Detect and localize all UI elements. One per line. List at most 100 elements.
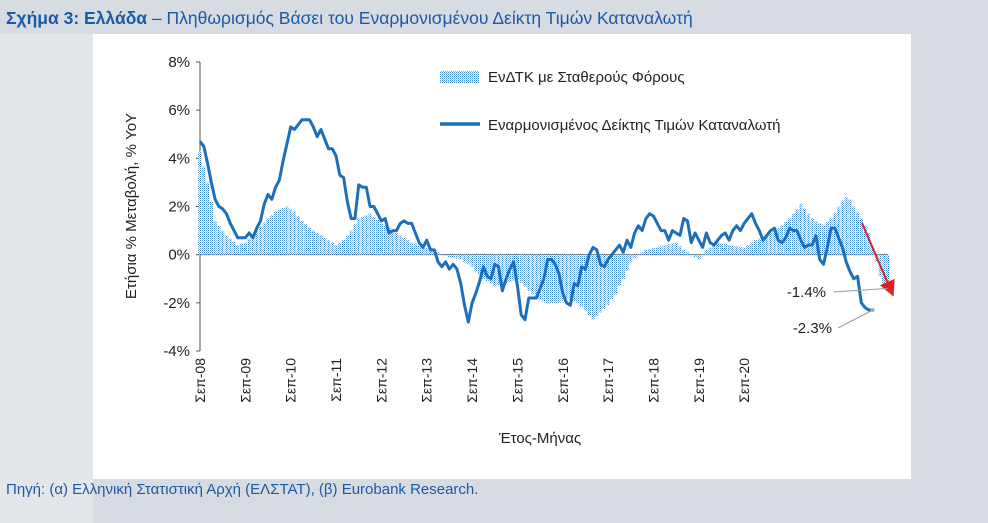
bar (636, 254, 640, 256)
bar (712, 245, 716, 255)
bar (391, 230, 395, 255)
bar (821, 225, 826, 255)
chart-axes: -4% -2% 0% 2% 4% 6% 8% Σεπ-08 Σεπ-09 Σεπ-10 Σεπ-11… (123, 54, 888, 447)
bar (859, 218, 863, 255)
bar (345, 235, 349, 255)
bar (697, 254, 701, 260)
bar (447, 254, 452, 258)
bar (742, 247, 746, 255)
bar (402, 237, 406, 255)
bar (357, 218, 361, 255)
bar (546, 254, 550, 303)
bar (549, 254, 554, 303)
bar (515, 254, 520, 279)
x-tick-label: Σεπ-12 (373, 358, 389, 403)
x-tick-label: Σεπ-13 (419, 358, 435, 403)
bar (716, 242, 720, 255)
bar (372, 216, 376, 255)
bar (651, 248, 656, 255)
y-axis-title: Ετήσια % Μεταβολή, % YoY (123, 113, 140, 299)
bar (561, 254, 565, 301)
bar (228, 238, 232, 255)
bar (334, 245, 338, 255)
y-tick-label: 4% (168, 150, 190, 167)
bar (852, 206, 856, 255)
bar (202, 166, 206, 255)
bar (587, 254, 591, 315)
bar (273, 211, 278, 255)
bar (266, 218, 270, 255)
bar (470, 254, 474, 267)
y-tick-label: -4% (163, 343, 190, 360)
bar (217, 225, 221, 255)
bar (886, 254, 890, 289)
bar (606, 254, 610, 306)
legend-label: Εναρμονισμένος Δείκτης Τιμών Καταναλωτή (488, 117, 781, 134)
bar (376, 220, 380, 255)
bar (523, 254, 527, 287)
bar (262, 222, 266, 255)
x-tick-label: Σεπ-08 (192, 358, 208, 403)
bar (504, 254, 508, 284)
bar (221, 230, 225, 255)
legend: ΕνΔΤΚ με Σταθερούς Φόρους Εναρμονισμένος … (440, 69, 781, 134)
bar (251, 234, 255, 255)
annotations: -1.4% -2.3% (787, 222, 895, 337)
bar (304, 224, 308, 255)
bar (459, 254, 463, 260)
bar (632, 254, 637, 259)
bar (614, 254, 618, 294)
bar (719, 243, 724, 255)
background-strip (0, 34, 93, 523)
bar (255, 230, 259, 255)
x-tick-label: Σεπ-18 (645, 358, 661, 403)
bar (855, 212, 860, 255)
bar (810, 218, 814, 255)
bar (311, 230, 315, 255)
x-tick-label: Σεπ-16 (555, 358, 571, 403)
bar (750, 242, 754, 255)
bar (349, 230, 353, 255)
bar (281, 208, 285, 255)
bar (466, 254, 470, 265)
bar (568, 254, 572, 300)
y-tick-label: 2% (168, 199, 190, 216)
bar (232, 241, 236, 255)
callout-line (833, 287, 888, 293)
bar (610, 254, 614, 300)
bar (258, 226, 263, 255)
bar (364, 215, 368, 255)
bar (289, 208, 293, 255)
bar (213, 220, 217, 255)
bar (803, 208, 807, 255)
bar (428, 249, 433, 255)
bar (753, 240, 758, 255)
bar (640, 252, 644, 255)
bar (659, 246, 663, 255)
bar (285, 206, 289, 255)
bar (406, 240, 410, 255)
bar (674, 242, 678, 255)
bar (413, 244, 418, 255)
bar (765, 235, 769, 255)
bar (236, 245, 240, 255)
bar (519, 254, 523, 283)
bar (867, 232, 871, 255)
bar (307, 227, 312, 255)
bar (319, 235, 323, 255)
bar (625, 254, 629, 271)
bar (580, 254, 584, 307)
bar (296, 216, 300, 255)
bar (530, 254, 535, 295)
bar (270, 214, 274, 255)
figure-title-bold: Σχήμα 3: Ελλάδα (6, 8, 148, 28)
bar (666, 244, 671, 255)
bar (198, 151, 202, 255)
bar (598, 254, 603, 313)
bar (353, 224, 357, 255)
bar (731, 245, 735, 255)
x-tick-label: Σεπ-14 (464, 358, 480, 403)
bar (205, 182, 210, 255)
bar (727, 245, 731, 255)
